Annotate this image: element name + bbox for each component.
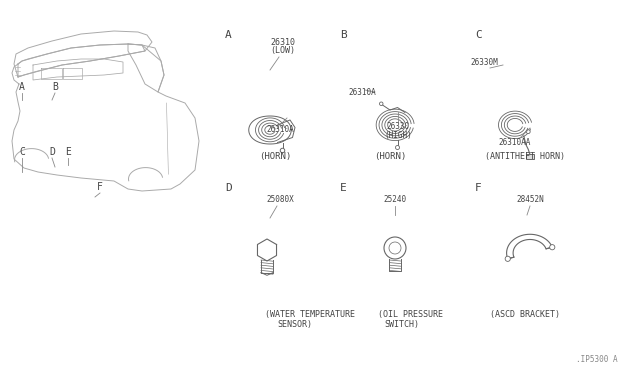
Circle shape — [380, 102, 383, 106]
Text: 26310: 26310 — [271, 38, 296, 47]
Text: (WATER TEMPERATURE: (WATER TEMPERATURE — [265, 310, 355, 319]
Text: B: B — [52, 82, 58, 92]
Text: C: C — [475, 30, 482, 40]
Text: B: B — [340, 30, 347, 40]
Text: (LOW): (LOW) — [271, 46, 296, 55]
Circle shape — [384, 237, 406, 259]
Text: 26310AA: 26310AA — [499, 138, 531, 147]
Text: (ANTITHEFT HORN): (ANTITHEFT HORN) — [485, 152, 565, 161]
Text: SWITCH): SWITCH) — [385, 320, 419, 329]
Text: 26310A: 26310A — [348, 88, 376, 97]
Circle shape — [505, 256, 510, 262]
Text: E: E — [340, 183, 347, 193]
Text: 25240: 25240 — [383, 195, 406, 204]
Text: F: F — [97, 182, 103, 192]
Text: D: D — [225, 183, 232, 193]
Text: E: E — [65, 147, 71, 157]
Circle shape — [396, 145, 399, 150]
Circle shape — [550, 245, 555, 250]
Text: 26330M: 26330M — [470, 58, 498, 67]
Text: (HIGH): (HIGH) — [384, 131, 412, 140]
Text: A: A — [19, 82, 25, 92]
Text: (ASCD BRACKET): (ASCD BRACKET) — [490, 310, 560, 319]
Text: (OIL PRESSURE: (OIL PRESSURE — [378, 310, 443, 319]
Text: SENSOR): SENSOR) — [278, 320, 312, 329]
Text: F: F — [475, 183, 482, 193]
Text: 26330: 26330 — [387, 122, 410, 131]
Circle shape — [526, 129, 530, 134]
Bar — [526, 154, 534, 159]
Circle shape — [280, 148, 285, 153]
Text: 26310A: 26310A — [266, 125, 294, 134]
Text: C: C — [19, 147, 25, 157]
Text: (HORN): (HORN) — [374, 152, 406, 161]
Text: 25080X: 25080X — [266, 195, 294, 204]
Text: .IP5300 A: .IP5300 A — [577, 355, 618, 364]
Text: A: A — [225, 30, 232, 40]
Text: D: D — [49, 147, 55, 157]
Circle shape — [389, 242, 401, 254]
Text: 28452N: 28452N — [516, 195, 544, 204]
Text: (HORN): (HORN) — [259, 152, 291, 161]
